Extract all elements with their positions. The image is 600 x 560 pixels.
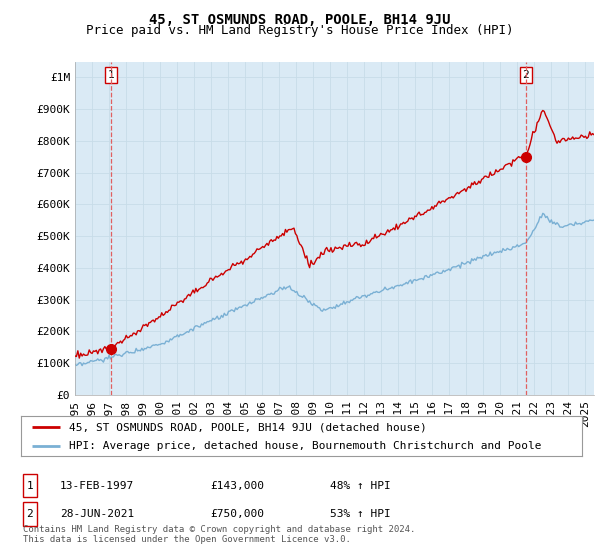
Text: 2: 2 (26, 509, 33, 519)
Text: 53% ↑ HPI: 53% ↑ HPI (330, 509, 391, 519)
Text: 1: 1 (26, 480, 33, 491)
Text: HPI: Average price, detached house, Bournemouth Christchurch and Poole: HPI: Average price, detached house, Bour… (68, 441, 541, 451)
Text: 45, ST OSMUNDS ROAD, POOLE, BH14 9JU: 45, ST OSMUNDS ROAD, POOLE, BH14 9JU (149, 13, 451, 27)
Text: 13-FEB-1997: 13-FEB-1997 (60, 480, 134, 491)
Text: £750,000: £750,000 (210, 509, 264, 519)
Text: 28-JUN-2021: 28-JUN-2021 (60, 509, 134, 519)
Text: 48% ↑ HPI: 48% ↑ HPI (330, 480, 391, 491)
Text: 2: 2 (523, 70, 529, 80)
Text: Price paid vs. HM Land Registry's House Price Index (HPI): Price paid vs. HM Land Registry's House … (86, 24, 514, 37)
Text: 1: 1 (107, 70, 114, 80)
Text: Contains HM Land Registry data © Crown copyright and database right 2024.
This d: Contains HM Land Registry data © Crown c… (23, 525, 415, 544)
Text: 45, ST OSMUNDS ROAD, POOLE, BH14 9JU (detached house): 45, ST OSMUNDS ROAD, POOLE, BH14 9JU (de… (68, 422, 427, 432)
Text: £143,000: £143,000 (210, 480, 264, 491)
